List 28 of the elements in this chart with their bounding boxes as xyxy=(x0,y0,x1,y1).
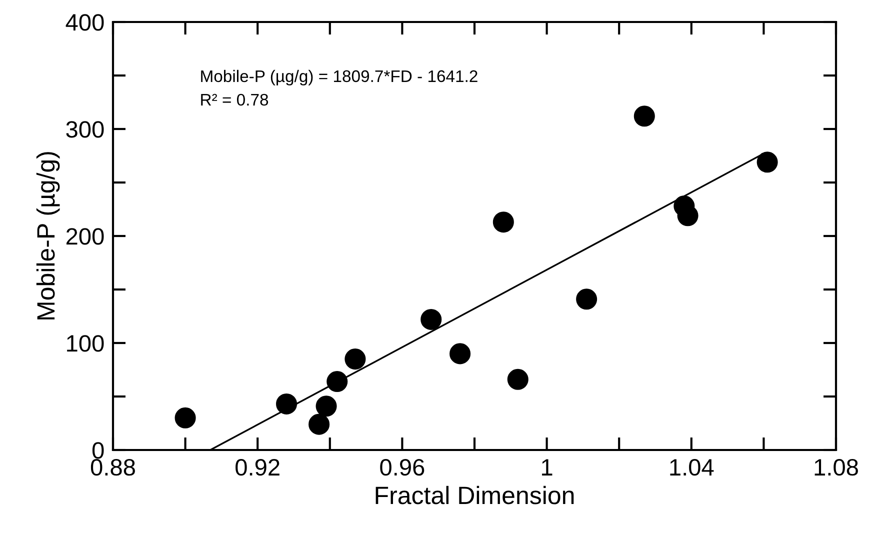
x-tick-label: 1.04 xyxy=(670,458,714,476)
y-axis-title: Mobile-P (µg/g) xyxy=(36,152,60,320)
point xyxy=(276,393,298,415)
point xyxy=(420,308,442,330)
point xyxy=(756,152,778,173)
annotation: R² = 0.78 xyxy=(201,94,268,106)
point xyxy=(450,343,471,364)
y-tick-label: 0 xyxy=(92,442,104,459)
y-tick-label: 200 xyxy=(66,228,104,245)
point xyxy=(634,106,655,127)
point xyxy=(174,407,196,428)
x-tick-label: 1 xyxy=(542,459,552,476)
annotation: Mobile-P (µg/g) = 1809.7*FD - 1641.2 xyxy=(201,70,478,86)
point xyxy=(576,288,598,310)
y-tick-label: 100 xyxy=(67,335,104,352)
point xyxy=(492,212,514,233)
point xyxy=(344,348,366,370)
point xyxy=(316,396,337,417)
x-tick-label: 1.08 xyxy=(814,458,858,476)
point xyxy=(308,414,330,435)
y-tick-label: 400 xyxy=(66,14,104,31)
point xyxy=(507,368,528,390)
x-tick-label: 0.88 xyxy=(90,458,135,476)
x-tick-label: 0.92 xyxy=(236,458,280,476)
x-tick-label: 0.96 xyxy=(380,458,424,476)
point xyxy=(326,371,348,392)
y-tick-label: 300 xyxy=(66,121,104,138)
x-axis-title: Fractal Dimension xyxy=(376,486,574,504)
